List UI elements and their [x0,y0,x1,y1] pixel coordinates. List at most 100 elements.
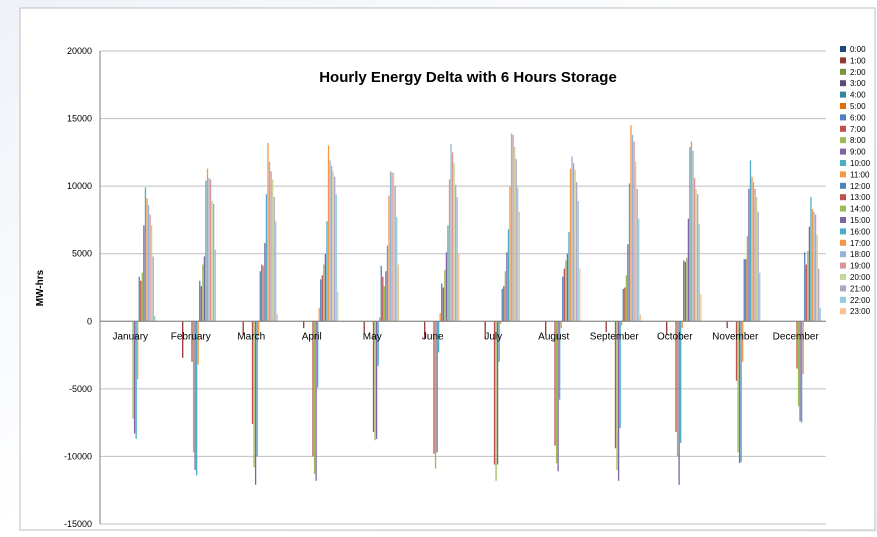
bar [318,307,320,322]
bar [375,321,378,439]
bar [740,321,742,462]
y-tick-label: -10000 [64,451,92,461]
bar [458,253,460,322]
bar [199,280,201,322]
bar [751,176,753,322]
legend-label: 17:00 [850,239,871,248]
legend-label: 22:00 [850,296,871,305]
legend-label: 19:00 [850,262,871,271]
bar [377,321,379,366]
bar [500,321,502,324]
legend-swatch [840,262,846,269]
legend-label: 13:00 [850,193,871,202]
bar [630,125,632,322]
bar [327,145,330,322]
bar [799,321,801,422]
bar [506,252,508,322]
bar [182,321,184,358]
bar [317,321,319,388]
bar [545,321,547,335]
bar [251,321,254,424]
bar [202,264,204,322]
bar [759,272,761,322]
bar [509,186,511,322]
bar [804,252,806,322]
legend-swatch [840,228,846,235]
bar [191,321,193,362]
bar [807,251,809,322]
bar [569,168,572,322]
legend-label: 0:00 [850,45,866,54]
bar [363,321,365,333]
bar [438,321,440,353]
bar [151,225,153,322]
legend-label: 8:00 [850,136,866,145]
bar [621,321,623,326]
bar [383,286,385,322]
bar [748,188,750,322]
bar [684,261,686,322]
bar [256,321,258,457]
bar [557,321,559,472]
bar [379,317,381,322]
bar [270,171,272,322]
bar [380,265,382,322]
x-tick-label: December [773,331,820,342]
bar [442,287,444,322]
y-tick-label: 20000 [67,46,92,56]
bar [565,260,567,322]
bar [144,187,147,322]
bar [391,172,393,322]
bar [816,234,818,322]
legend-swatch [840,308,846,315]
bar [554,321,556,446]
bar [742,321,744,362]
bar [447,225,449,322]
bar [560,321,562,329]
bar [802,321,804,374]
legend-label: 5:00 [850,102,866,111]
bar [205,180,207,322]
legend-swatch [840,285,846,292]
bar [275,221,277,322]
bar [324,253,327,322]
bar [814,214,817,322]
bar [382,276,384,322]
bar [433,321,435,454]
bar [450,144,452,322]
bar [631,134,634,322]
y-axis-ticks: 20000 15000 10000 5000 0 -5000 -10000 -15000 [64,46,92,529]
bar [268,161,271,322]
bar [566,253,569,322]
bar [303,321,305,329]
bar [335,194,337,322]
bar [396,217,398,322]
bar [149,214,151,322]
bar [441,283,443,322]
bar [397,264,399,322]
bar [605,321,607,333]
bar [563,268,565,322]
bar [385,271,387,322]
bar [206,168,209,322]
bar [635,161,637,322]
legend-label: 16:00 [850,227,871,236]
legend-swatch [840,57,846,64]
legend-label: 12:00 [850,182,871,191]
bar [678,321,680,485]
bar [622,288,624,322]
bar [616,321,618,470]
bar [451,152,454,322]
gridlines [99,50,826,525]
legend-swatch [840,148,846,155]
legend-swatch [840,68,846,75]
bar [211,201,213,322]
bar [695,188,697,322]
bar [135,321,137,439]
legend-label: 7:00 [850,125,866,134]
bar [321,275,323,322]
bar [818,268,820,322]
legend-label: 10:00 [850,159,871,168]
bar [313,321,316,474]
